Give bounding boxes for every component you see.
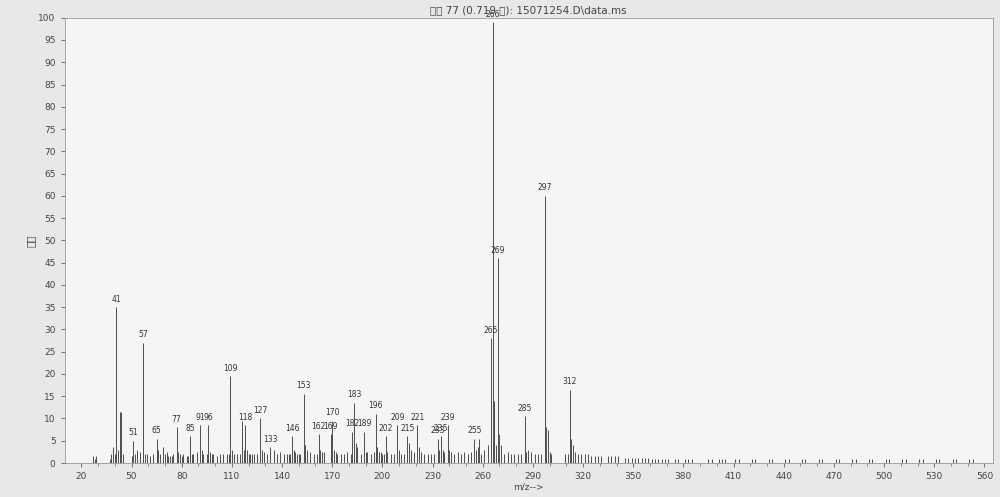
X-axis label: m/z-->: m/z--> (513, 483, 544, 492)
Text: 91: 91 (195, 413, 205, 421)
Text: 255: 255 (467, 426, 482, 435)
Title: 扫描 77 (0.719 分): 15071254.D\data.ms: 扫描 77 (0.719 分): 15071254.D\data.ms (430, 5, 627, 15)
Text: 196: 196 (368, 402, 383, 411)
Text: 162: 162 (312, 421, 326, 430)
Text: 85: 85 (185, 424, 195, 433)
Text: 312: 312 (562, 377, 577, 386)
Text: 183: 183 (347, 390, 361, 400)
Text: 239: 239 (440, 413, 455, 421)
Text: 233: 233 (430, 426, 445, 435)
Text: 189: 189 (357, 419, 371, 428)
Text: 297: 297 (537, 183, 552, 192)
Y-axis label: 丰度: 丰度 (26, 234, 36, 247)
Text: 51: 51 (128, 428, 138, 437)
Text: 202: 202 (379, 424, 393, 433)
Text: 146: 146 (285, 424, 299, 433)
Text: 57: 57 (138, 330, 148, 339)
Text: 285: 285 (517, 404, 532, 413)
Text: 182: 182 (345, 419, 359, 428)
Text: 215: 215 (400, 424, 415, 433)
Text: 209: 209 (390, 413, 405, 421)
Text: 235: 235 (434, 424, 448, 433)
Text: 169: 169 (323, 421, 338, 430)
Text: 221: 221 (410, 413, 425, 421)
Text: 96: 96 (204, 413, 213, 421)
Text: 266: 266 (485, 9, 500, 18)
Text: 269: 269 (491, 246, 505, 254)
Text: 65: 65 (152, 426, 161, 435)
Text: 127: 127 (253, 406, 267, 415)
Text: 265: 265 (484, 326, 498, 335)
Text: 118: 118 (238, 413, 252, 421)
Text: 77: 77 (172, 415, 182, 424)
Text: 109: 109 (223, 364, 237, 373)
Text: 170: 170 (325, 408, 339, 417)
Text: 133: 133 (263, 435, 278, 444)
Text: 153: 153 (297, 381, 311, 391)
Text: 41: 41 (112, 295, 121, 304)
